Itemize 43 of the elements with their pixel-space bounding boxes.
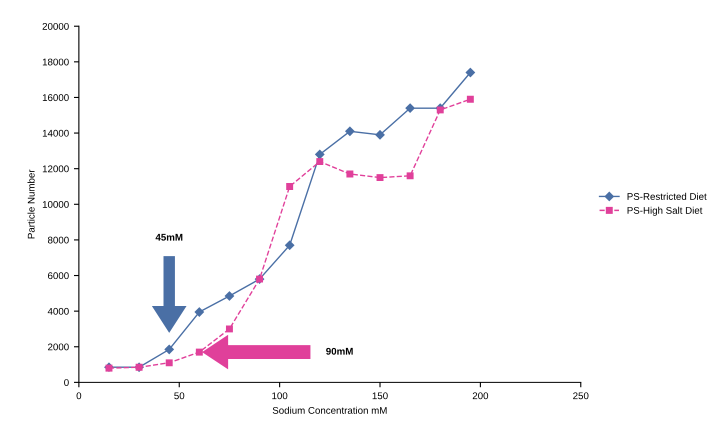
y-tick-label: 14000	[42, 130, 69, 137]
x-tick-label: 100	[272, 392, 288, 400]
point	[224, 291, 234, 301]
point	[375, 130, 385, 140]
point	[226, 325, 233, 332]
y-tick-label: 8000	[48, 236, 69, 244]
x-tick-label: 50	[174, 392, 184, 400]
point	[346, 170, 354, 178]
point	[106, 364, 112, 372]
x-tick-label: 150	[372, 392, 388, 400]
y-tick-label: 12000	[42, 165, 69, 172]
y-tick-label: 6000	[48, 272, 69, 280]
y-tick-label: 2000	[48, 343, 69, 350]
point	[164, 344, 174, 354]
y-tick-label: 18000	[42, 58, 69, 66]
annotation: 90mM	[326, 348, 353, 355]
x-axis-title: Sodium Concentration mM	[272, 406, 387, 414]
x-tick-label: 250	[573, 392, 588, 400]
point	[286, 183, 294, 190]
point	[466, 68, 475, 78]
point	[194, 307, 204, 317]
x-tick-label: 0	[76, 392, 82, 400]
y-tick-label: 10000	[42, 201, 69, 208]
point	[196, 348, 203, 356]
y-tick-label: 0	[64, 379, 69, 386]
point	[166, 359, 173, 366]
y-tick-label: 16000	[42, 94, 69, 102]
x-tick-label: 200	[472, 392, 488, 400]
legend-label: PS-Restricted Diet	[628, 192, 707, 200]
y-axis-title: Particle Number	[27, 170, 35, 238]
y-tick-label: 4000	[48, 308, 69, 315]
annotation: 45mM	[156, 234, 182, 241]
point	[315, 150, 324, 160]
point	[316, 158, 324, 166]
point	[345, 126, 355, 136]
point	[436, 106, 444, 114]
point	[285, 240, 294, 250]
legend-label: PS-High Salt Diet	[628, 206, 702, 216]
point	[406, 104, 415, 113]
y-tick-label: 20000	[42, 22, 69, 30]
point	[376, 174, 384, 182]
point	[406, 172, 414, 180]
point	[466, 96, 474, 103]
